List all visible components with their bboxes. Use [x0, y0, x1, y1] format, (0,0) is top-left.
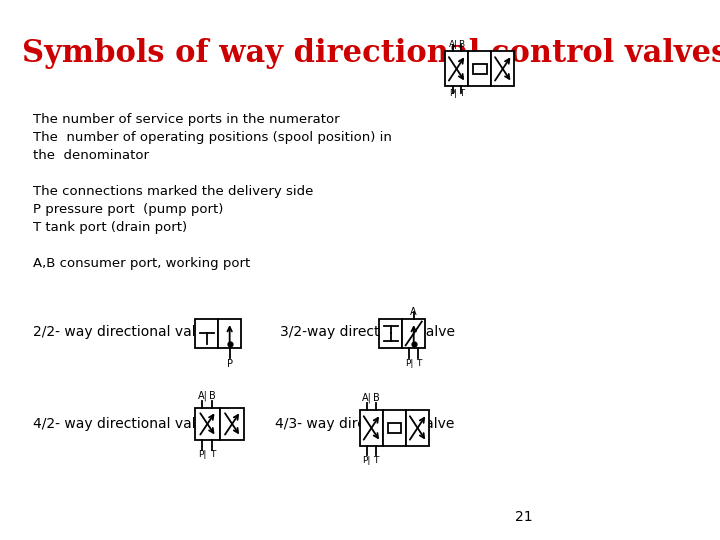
Bar	[468, 51, 491, 86]
Text: A|: A|	[197, 390, 207, 401]
Text: 2/2- way directional valve: 2/2- way directional valve	[33, 325, 212, 339]
Text: B: B	[209, 390, 216, 401]
Text: P|: P|	[405, 359, 413, 368]
Bar	[402, 319, 426, 348]
Text: 3/2-way directional valve: 3/2-way directional valve	[280, 325, 455, 339]
Bar	[195, 408, 220, 440]
Text: B: B	[458, 40, 464, 49]
Bar	[218, 319, 241, 348]
Bar	[383, 410, 406, 445]
Text: T: T	[459, 89, 464, 98]
Text: T: T	[374, 456, 379, 465]
Bar	[387, 423, 402, 433]
Bar	[360, 410, 383, 445]
Text: T: T	[210, 450, 215, 460]
Text: 21: 21	[516, 510, 533, 524]
Text: 4/2- way directional valve: 4/2- way directional valve	[33, 417, 212, 431]
Bar	[220, 408, 245, 440]
Text: P: P	[227, 359, 233, 369]
Text: The number of service ports in the numerator
The  number of operating positions : The number of service ports in the numer…	[33, 113, 392, 271]
Text: B: B	[373, 393, 379, 403]
Bar	[491, 51, 514, 86]
Text: P|: P|	[363, 456, 371, 465]
Text: Symbols of way directional control valves: Symbols of way directional control valve…	[22, 38, 720, 69]
Bar	[445, 51, 468, 86]
Text: T: T	[415, 359, 421, 368]
Bar	[379, 319, 402, 348]
Text: P|: P|	[198, 450, 207, 460]
Bar	[406, 410, 429, 445]
Text: P|: P|	[449, 89, 457, 98]
Text: A|: A|	[449, 40, 458, 49]
Bar	[195, 319, 218, 348]
Bar	[473, 64, 487, 74]
Text: A: A	[410, 307, 417, 317]
Text: A|: A|	[362, 393, 372, 403]
Text: 4/3- way directional valve: 4/3- way directional valve	[275, 417, 454, 431]
